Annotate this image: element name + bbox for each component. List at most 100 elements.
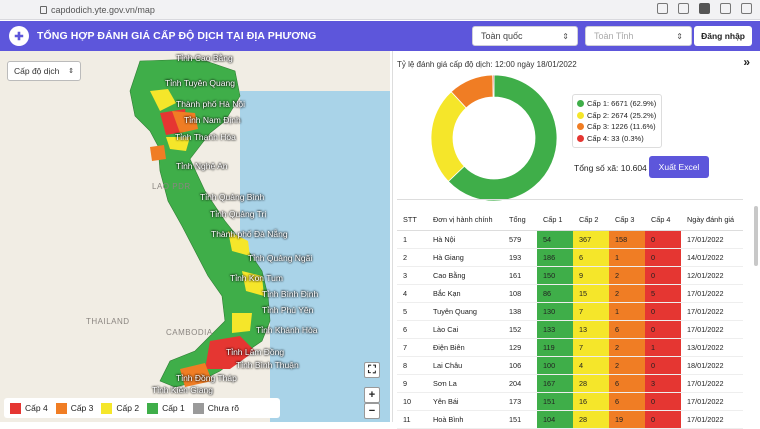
legend-dot (577, 100, 584, 108)
table-cell: Cao Bằng (427, 266, 503, 285)
legend-item-cap4: Cấp 4 (10, 402, 48, 414)
legend-item-cap2: Cấp 2 (101, 402, 139, 414)
chevron-updown-icon: ⇕ (68, 68, 74, 75)
download-icon[interactable] (699, 3, 710, 14)
table-cell: 129 (503, 338, 537, 357)
table-cell: 10 (397, 392, 427, 411)
total-communes: Tổng số xã: 10.604 (574, 163, 647, 173)
table-row[interactable]: 2 Hà Giang 193 186 6 1 0 14/01/2022 (397, 248, 743, 267)
country-select[interactable]: Toàn quốc ⇕ (472, 26, 578, 46)
table-row[interactable]: 3 Cao Bằng 161 150 9 2 0 12/01/2022 (397, 266, 743, 285)
table-cell: 17/01/2022 (681, 230, 743, 249)
level-donut-chart (430, 74, 558, 202)
table-cell: 15 (573, 284, 609, 303)
table-row[interactable]: 6 Lào Cai 152 133 13 6 0 17/01/2022 (397, 320, 743, 339)
zoom-in-button[interactable]: + (364, 387, 380, 403)
export-excel-button[interactable]: Xuất Excel (649, 156, 709, 178)
province-label: Tỉnh Tuyên Quang (165, 78, 235, 88)
table-cell: 0 (645, 392, 681, 411)
legend-item-cap3: Cấp 3 (55, 402, 93, 414)
star-icon[interactable] (657, 3, 668, 14)
province-label: Tỉnh Nghệ An (176, 161, 228, 171)
col-header: Cấp 1 (537, 209, 573, 231)
table-cell: 0 (645, 302, 681, 321)
table-cell: 28 (573, 410, 609, 429)
table-row[interactable]: 8 Lai Châu 106 100 4 2 0 18/01/2022 (397, 356, 743, 375)
table-cell: 1 (609, 248, 645, 267)
level-select[interactable]: Cấp độ dịch ⇕ (7, 61, 81, 81)
donut-slice-cấp-4[interactable] (492, 74, 495, 98)
table-cell: 3 (645, 374, 681, 393)
col-header: Tổng (503, 209, 537, 231)
collapse-panel-icon[interactable]: » (743, 55, 750, 69)
table-cell: 367 (573, 230, 609, 249)
province-table: STT Đơn vị hành chính Tổng Cấp 1 Cấp 2 C… (397, 209, 743, 429)
table-cell: 0 (645, 356, 681, 375)
table-row[interactable]: 9 Sơn La 204 167 28 6 3 17/01/2022 (397, 374, 743, 393)
legend-dot (577, 111, 584, 119)
table-cell: 19 (609, 410, 645, 429)
table-cell: 12/01/2022 (681, 266, 743, 285)
donut-slice-cấp-2[interactable] (430, 91, 467, 182)
province-select[interactable]: Toàn Tỉnh ⇕ (585, 26, 692, 46)
table-row[interactable]: 4 Bắc Kạn 108 86 15 2 5 17/01/2022 (397, 284, 743, 303)
legend-swatch (10, 402, 21, 414)
shield-icon[interactable] (678, 3, 689, 14)
province-label: Tỉnh Cao Bằng (176, 53, 233, 63)
country-label-laos: LAO PDR (152, 182, 191, 191)
province-label: Tỉnh Quảng Ngãi (248, 253, 313, 263)
table-cell: 100 (537, 356, 573, 375)
table-cell: 9 (573, 266, 609, 285)
table-cell: 173 (503, 392, 537, 411)
col-header: Đơn vị hành chính (427, 209, 503, 231)
table-cell: 138 (503, 302, 537, 321)
table-cell: 17/01/2022 (681, 302, 743, 321)
table-cell: 7 (397, 338, 427, 357)
table-cell: 5 (397, 302, 427, 321)
table-scrollbar[interactable] (754, 206, 758, 266)
vietnam-choropleth[interactable] (0, 51, 390, 422)
chevron-updown-icon: ⇕ (676, 31, 683, 41)
table-cell: 13 (573, 320, 609, 339)
legend-item-cap1: Cấp 1 (147, 402, 185, 414)
table-cell: Hoà Bình (427, 410, 503, 429)
table-cell: 17/01/2022 (681, 410, 743, 429)
zoom-out-button[interactable]: − (364, 403, 380, 419)
table-cell: 13/01/2022 (681, 338, 743, 357)
table-cell: 86 (537, 284, 573, 303)
legend-swatch (147, 402, 159, 414)
province-label: Tỉnh Kon Tum (230, 273, 283, 283)
province-label: Thành phố Đà Nẵng (211, 229, 288, 239)
table-cell: 5 (645, 284, 681, 303)
table-header-row: STT Đơn vị hành chính Tổng Cấp 1 Cấp 2 C… (397, 209, 743, 231)
table-cell: 17/01/2022 (681, 284, 743, 303)
donut-legend: Cấp 1: 6671 (62.9%) Cấp 2: 2674 (25.2%) … (572, 94, 662, 148)
col-header: STT (397, 209, 427, 231)
table-row[interactable]: 5 Tuyên Quang 138 130 7 1 0 17/01/2022 (397, 302, 743, 321)
table-row[interactable]: 11 Hoà Bình 151 104 28 19 0 17/01/2022 (397, 410, 743, 429)
table-cell: 186 (537, 248, 573, 267)
donut-slice-cấp-1[interactable] (447, 74, 558, 202)
table-cell: 151 (537, 392, 573, 411)
province-label: Tỉnh Khánh Hòa (256, 325, 318, 335)
table-cell: 3 (397, 266, 427, 285)
extensions-icon[interactable] (720, 3, 731, 14)
table-cell: 152 (503, 320, 537, 339)
map-view[interactable]: Cấp độ dịch ⇕ LAO PDR THAILAND CAMBODIA T… (0, 51, 390, 422)
table-cell: 108 (503, 284, 537, 303)
login-button[interactable]: Đăng nhập (694, 26, 752, 46)
col-header: Cấp 4 (645, 209, 681, 231)
country-label-thailand: THAILAND (86, 317, 130, 326)
fullscreen-button[interactable]: ⛶ (364, 362, 380, 378)
legend-swatch (55, 402, 67, 414)
table-row[interactable]: 7 Điện Biên 129 119 7 2 1 13/01/2022 (397, 338, 743, 357)
url-field[interactable]: capdodich.yte.gov.vn/map (40, 5, 155, 15)
table-cell: Hà Giang (427, 248, 503, 267)
table-row[interactable]: 1 Hà Nội 579 54 367 158 0 17/01/2022 (397, 230, 743, 249)
table-cell: Lào Cai (427, 320, 503, 339)
country-label-cambodia: CAMBODIA (166, 328, 213, 337)
table-cell: Yên Bái (427, 392, 503, 411)
table-row[interactable]: 10 Yên Bái 173 151 16 6 0 17/01/2022 (397, 392, 743, 411)
browser-address-bar: capdodich.yte.gov.vn/map (0, 0, 760, 20)
download-arrow-icon[interactable] (741, 3, 752, 14)
